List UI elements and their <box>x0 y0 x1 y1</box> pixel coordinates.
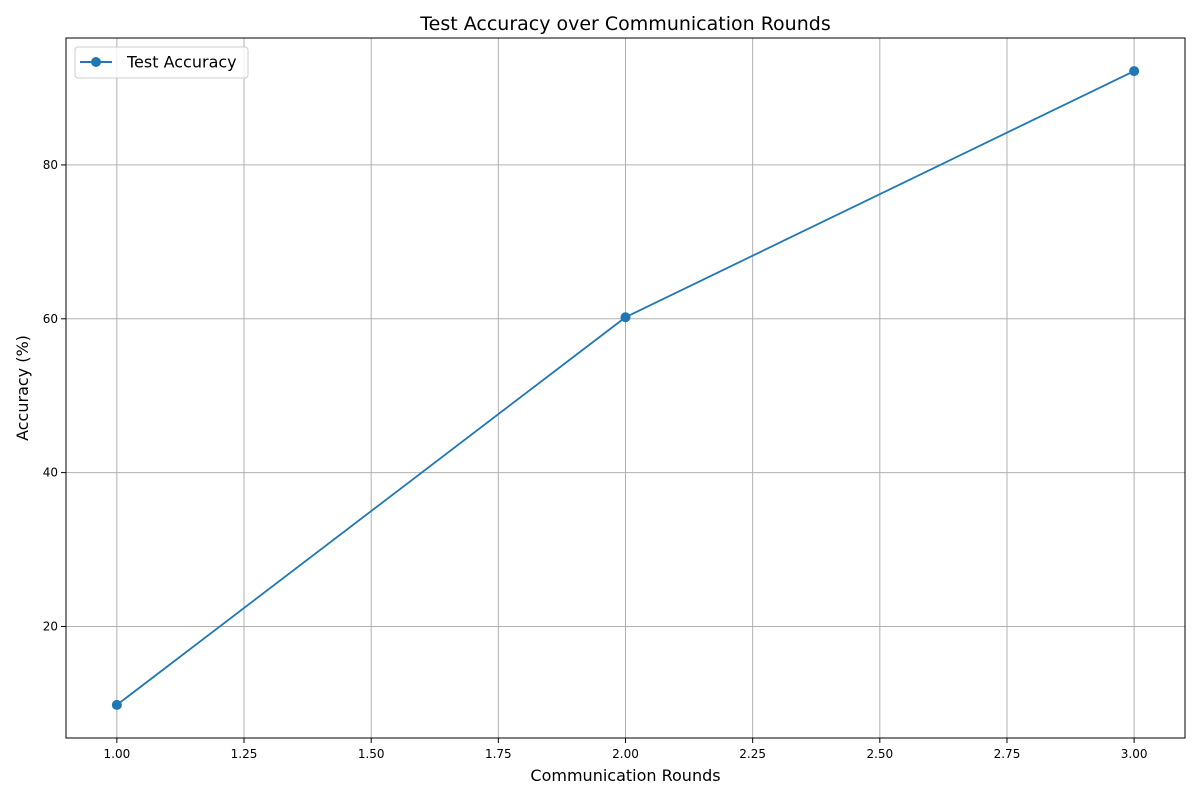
x-tick-label: 1.50 <box>358 747 385 761</box>
x-axis-label: Communication Rounds <box>530 766 720 785</box>
x-tick-label: 1.25 <box>231 747 258 761</box>
y-tick-label: 40 <box>43 466 58 480</box>
legend: Test Accuracy <box>74 46 249 79</box>
data-point <box>111 699 122 710</box>
x-tick-label: 2.25 <box>739 747 766 761</box>
x-tick-label: 2.00 <box>612 747 639 761</box>
chart-title: Test Accuracy over Communication Rounds <box>419 13 830 35</box>
legend-box <box>74 46 249 79</box>
data-point <box>620 312 631 323</box>
legend-marker <box>91 57 101 67</box>
axis-ticks: 1.00 1.25 1.50 1.75 2.00 2.25 2.50 2.75 3.00 20 40… <box>43 158 1148 761</box>
legend-label: Test Accuracy <box>126 53 237 72</box>
y-tick-label: 60 <box>43 312 58 326</box>
x-tick-label: 1.75 <box>485 747 512 761</box>
x-tick-label: 2.75 <box>994 747 1021 761</box>
y-tick-label: 20 <box>43 619 58 633</box>
y-tick-label: 80 <box>43 158 58 172</box>
x-tick-label: 3.00 <box>1121 747 1148 761</box>
x-tick-label: 1.00 <box>104 747 131 761</box>
x-tick-label: 2.50 <box>866 747 893 761</box>
series-layer <box>111 66 1140 710</box>
y-axis-label: Accuracy (%) <box>13 335 32 441</box>
data-point <box>1129 66 1140 77</box>
grid <box>66 38 1185 738</box>
